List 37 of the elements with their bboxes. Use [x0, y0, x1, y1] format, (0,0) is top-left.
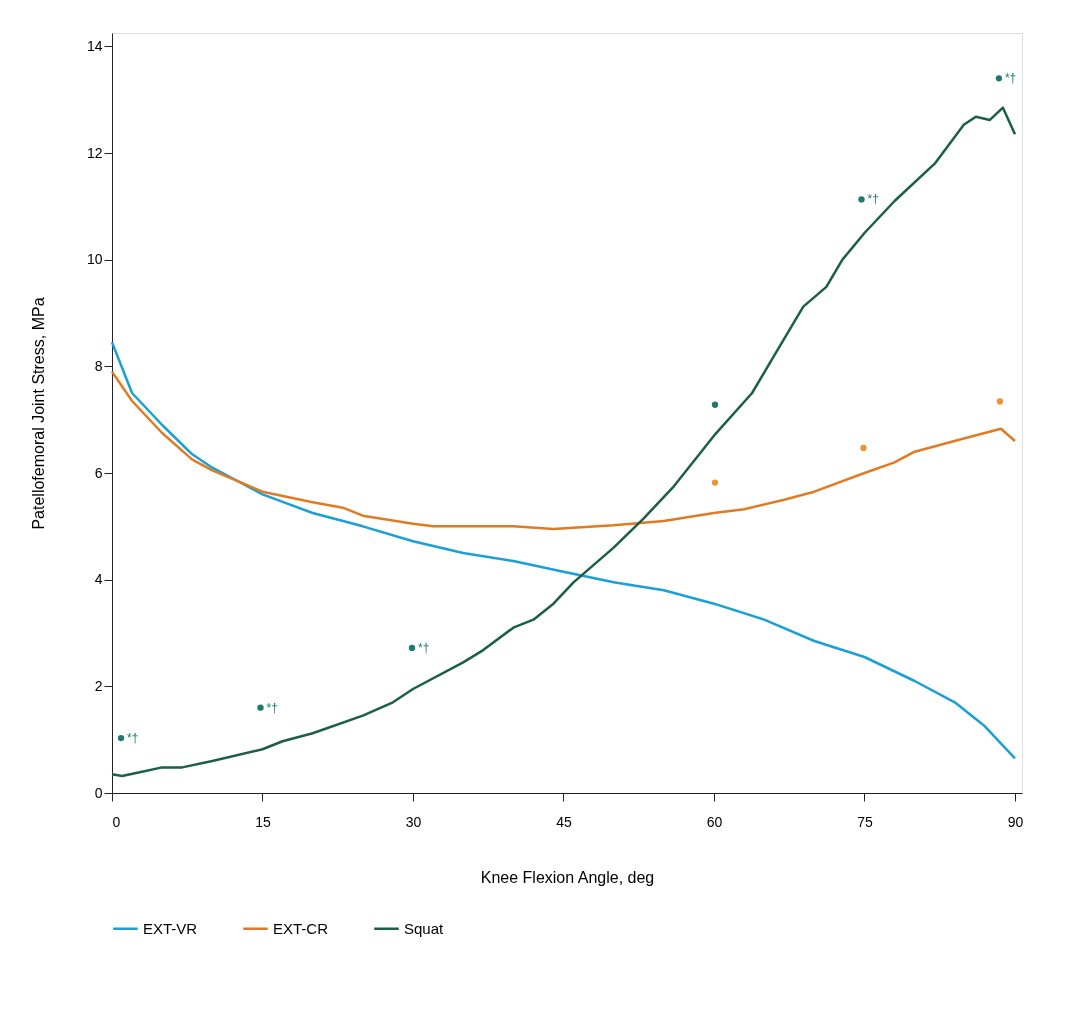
legend-label: EXT-CR — [273, 919, 329, 937]
point — [408, 644, 416, 652]
y-tick-label: 2 — [94, 677, 103, 694]
y-tick-label: 6 — [94, 464, 103, 481]
y-tick-label: 10 — [86, 251, 103, 268]
annotation: *† — [1004, 71, 1017, 86]
x-axis-title: Knee Flexion Angle, deg — [480, 868, 655, 886]
annotation: *† — [266, 700, 278, 715]
line-series — [110, 341, 1017, 760]
legend-label: Squat — [404, 919, 445, 937]
y-tick-label: 12 — [86, 144, 103, 161]
point — [117, 734, 125, 742]
point — [995, 75, 1003, 82]
y-tick-label: 4 — [94, 571, 103, 588]
y-axis-title: Patellofemoral Joint Stress, MPa — [29, 297, 47, 530]
y-tick-label: 14 — [86, 37, 103, 54]
point — [257, 704, 264, 711]
x-tick-label: 75 — [857, 813, 873, 830]
point — [711, 479, 719, 486]
point — [860, 444, 867, 452]
x-tick-label: 90 — [1007, 813, 1024, 830]
legend-label: EXT-VR — [143, 919, 198, 937]
annotation: *† — [127, 731, 139, 746]
x-tick-label: 30 — [405, 813, 422, 830]
annotation: *† — [867, 192, 879, 207]
annotation: *† — [417, 640, 430, 655]
line-series — [110, 370, 1017, 531]
point — [711, 401, 719, 408]
point — [996, 398, 1004, 405]
x-tick-label: 15 — [255, 813, 271, 830]
point — [858, 196, 865, 203]
x-tick-label: 60 — [706, 813, 723, 830]
y-tick-label: 8 — [94, 357, 103, 374]
x-tick-label: 45 — [556, 813, 572, 830]
line-series — [110, 106, 1017, 778]
x-tick-label: 0 — [112, 813, 121, 830]
y-tick-label: 0 — [94, 784, 103, 801]
